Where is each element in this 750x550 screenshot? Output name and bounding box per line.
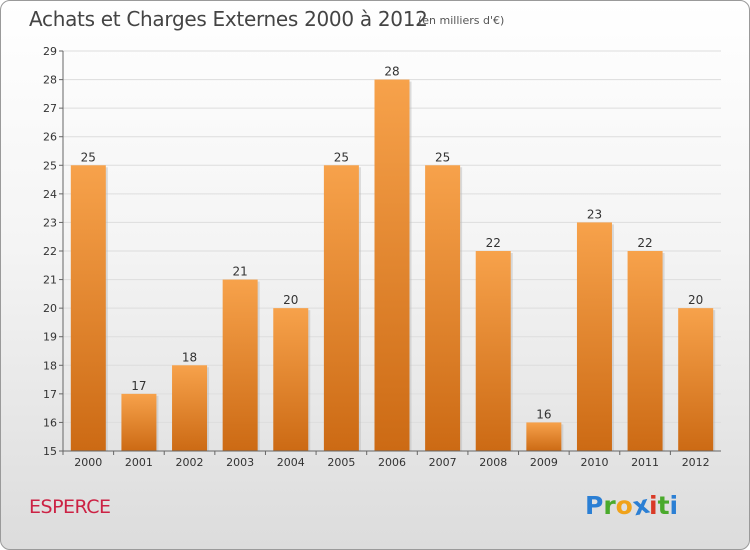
y-tick-label: 25 (43, 159, 57, 172)
logo-letter: t (657, 491, 670, 520)
x-tick-label: 2005 (327, 456, 355, 469)
y-tick-label: 21 (43, 274, 57, 287)
logo-letter: o (615, 491, 633, 520)
y-tick-label: 18 (43, 359, 57, 372)
y-tick-label: 24 (43, 188, 57, 201)
bar (526, 422, 562, 451)
logo-letter: i (669, 491, 679, 520)
x-tick-label: 2004 (277, 456, 305, 469)
x-tick-label: 2002 (176, 456, 204, 469)
x-tick-label: 2003 (226, 456, 254, 469)
data-label: 25 (435, 150, 450, 164)
bar (222, 279, 258, 451)
data-label: 22 (637, 236, 652, 250)
bar (374, 79, 410, 452)
axes: 15 16 17 18 19 20 21 22 23 24 25 26 27 28 29 2000 2001 20… (43, 45, 721, 469)
bar (678, 308, 714, 451)
x-tick-label: 2009 (530, 456, 558, 469)
logo-letter: i (649, 491, 658, 520)
data-label: 21 (233, 265, 248, 279)
bar (627, 251, 663, 451)
y-tick-label: 26 (43, 131, 57, 144)
proxiti-logo: Proxiti (585, 490, 679, 522)
x-tick-label: 2000 (74, 456, 102, 469)
data-label: 20 (283, 293, 298, 307)
y-tick-label: 15 (43, 445, 57, 458)
x-tick-label: 2012 (682, 456, 710, 469)
data-label: 23 (587, 207, 602, 221)
y-tick-label: 23 (43, 216, 57, 229)
bar (273, 308, 309, 451)
data-label: 22 (486, 236, 501, 250)
bar (425, 165, 461, 452)
bar (323, 165, 359, 452)
chart-title: Achats et Charges Externes 2000 à 2012 (29, 7, 428, 31)
data-label: 18 (182, 350, 197, 364)
bars: 25 17 18 21 20 25 28 25 22 16 23 22 20 (70, 65, 716, 452)
x-tick-label: 2011 (631, 456, 659, 469)
bar (121, 393, 157, 451)
y-tick-label: 16 (43, 416, 57, 429)
data-label: 28 (384, 65, 399, 79)
x-tick-label: 2006 (378, 456, 406, 469)
y-tick-label: 27 (43, 102, 57, 115)
data-label: 25 (334, 150, 349, 164)
bar (475, 251, 511, 451)
logo-letter: P (585, 491, 604, 520)
x-tick-label: 2007 (429, 456, 457, 469)
logo-letter: r (603, 491, 616, 520)
data-label: 20 (688, 293, 703, 307)
x-tick-label: 2008 (479, 456, 507, 469)
bar (576, 222, 612, 451)
commune-name: ESPERCE (29, 496, 111, 518)
bar (172, 365, 208, 451)
y-tick-label: 29 (43, 45, 57, 58)
x-tick-label: 2001 (125, 456, 153, 469)
data-label: 17 (131, 379, 146, 393)
y-tick-label: 20 (43, 302, 57, 315)
y-tick-label: 28 (43, 74, 57, 87)
y-tick-label: 19 (43, 331, 57, 344)
chart-unit-label: (en milliers d'€) (418, 14, 505, 27)
x-tick-label: 2010 (580, 456, 608, 469)
y-tick-label: 22 (43, 245, 57, 258)
bar (70, 165, 106, 452)
data-label: 16 (536, 407, 551, 421)
y-tick-label: 17 (43, 388, 57, 401)
data-label: 25 (81, 150, 96, 164)
